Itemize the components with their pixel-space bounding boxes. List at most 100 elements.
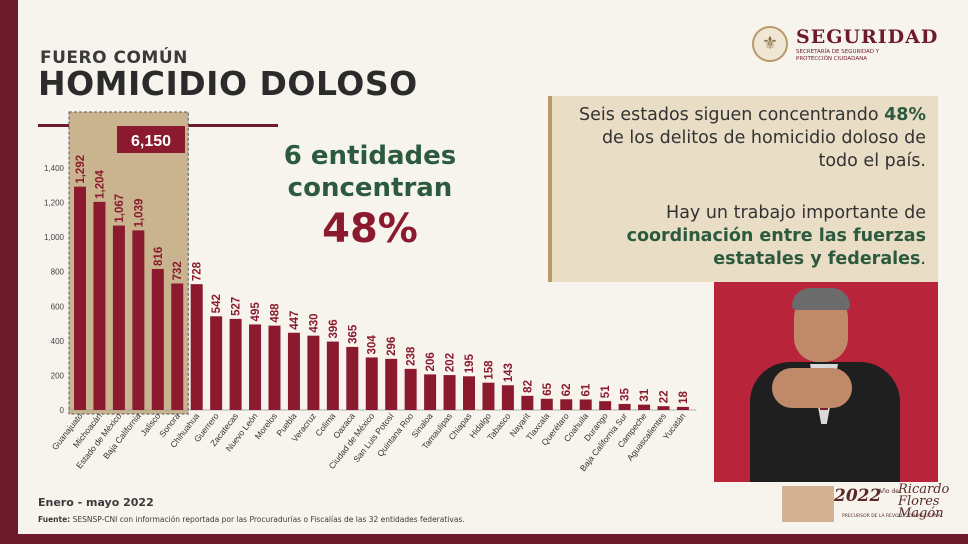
data-label: 816 [153, 247, 165, 266]
data-label: 542 [211, 294, 223, 313]
bar [190, 284, 203, 410]
data-label: 61 [581, 383, 593, 396]
page-title: HOMICIDIO DOLOSO [38, 64, 418, 103]
data-label: 732 [172, 261, 184, 280]
y-tick-label: 0 [60, 406, 65, 415]
flores-name: Ricardo Flores Magón [898, 482, 950, 521]
data-label: 238 [406, 346, 418, 366]
info-box: Seis estados siguen concentrando 48% de … [548, 96, 938, 282]
info-paragraph-2: Hay un trabajo importante de coordinació… [626, 203, 926, 269]
data-label: 206 [425, 352, 437, 371]
highlight-text: 6 entidades concentran 48% [250, 140, 490, 254]
data-label: 1,204 [94, 169, 106, 198]
y-tick-label: 1,000 [44, 233, 65, 242]
flores-magon-logo: 2022 Año de Ricardo Flores Magón PRECURS… [782, 483, 949, 530]
data-label: 22 [659, 390, 671, 403]
bar [249, 324, 262, 410]
bar [560, 399, 573, 410]
y-tick-label: 800 [51, 268, 65, 277]
y-tick-label: 200 [51, 371, 65, 380]
bottom-accent-bar [0, 534, 968, 544]
data-label: 728 [192, 261, 204, 281]
highlight-total-badge [117, 126, 185, 153]
highlight-line2: concentran [287, 173, 453, 203]
left-accent-bar [0, 0, 18, 544]
bar [482, 382, 495, 410]
data-label: 365 [347, 324, 359, 344]
data-label: 430 [308, 313, 320, 332]
bar [93, 201, 106, 410]
data-label: 65 [542, 382, 554, 395]
data-label: 82 [522, 380, 534, 393]
data-label: 35 [620, 388, 632, 401]
bar [346, 346, 359, 410]
bar [463, 376, 475, 410]
y-tick-label: 600 [51, 302, 65, 311]
data-label: 158 [483, 360, 495, 380]
data-label: 18 [678, 390, 690, 403]
y-tick-label: 1,400 [44, 164, 65, 173]
data-label: 1,292 [75, 155, 87, 184]
bar [579, 399, 592, 410]
bar [365, 357, 378, 410]
bar [229, 318, 242, 410]
seguridad-logo: ⚜ SEGURIDAD SECRETARÍA DE SEGURIDAD Y PR… [752, 26, 942, 66]
bar [424, 374, 437, 410]
data-label: 488 [270, 303, 282, 323]
data-label: 51 [600, 385, 612, 398]
bar [171, 283, 184, 410]
bar [268, 325, 281, 410]
bar [521, 395, 534, 410]
data-label: 527 [231, 297, 243, 316]
data-label: 202 [445, 353, 457, 372]
bar [132, 230, 145, 410]
logo-subtitle: SECRETARÍA DE SEGURIDAD Y PROTECCIÓN CIU… [796, 49, 880, 62]
data-label: 296 [386, 337, 398, 356]
y-tick-label: 400 [51, 337, 65, 346]
bar [638, 404, 651, 410]
data-label: 447 [289, 311, 301, 330]
eagle-seal-icon: ⚜ [752, 26, 788, 62]
anio-label: Año de [878, 488, 899, 495]
bar [112, 225, 125, 410]
data-label: 1,067 [114, 194, 126, 223]
highlight-percent: 48% [322, 206, 418, 252]
bar [618, 403, 631, 410]
bar [287, 332, 300, 410]
bar [307, 335, 320, 410]
highlight-box [68, 111, 189, 415]
data-label: 31 [639, 388, 651, 401]
kicker: FUERO COMÚN [40, 48, 188, 68]
highlight-line1: 6 entidades [283, 141, 457, 171]
bar [676, 406, 689, 410]
year-label: 2022 [834, 486, 882, 506]
bar [599, 401, 612, 410]
data-label: 304 [367, 335, 379, 355]
data-label: 195 [464, 354, 476, 374]
bar [151, 268, 164, 410]
period-label: Enero - mayo 2022 [38, 496, 154, 509]
bar [74, 186, 86, 410]
source-note: Fuente: SESNSP-CNI con información repor… [38, 515, 465, 524]
highlight-total-label: 6,150 [131, 133, 171, 150]
bar [657, 406, 670, 410]
bar [385, 358, 398, 410]
flores-tagline: PRECURSOR DE LA REVOLUCIÓN MEXICANA [842, 514, 941, 519]
bar [404, 368, 417, 410]
bar [501, 385, 514, 410]
data-label: 143 [503, 363, 515, 382]
bar [326, 341, 339, 410]
sign-language-interpreter-video [714, 282, 938, 482]
info-paragraph-1: Seis estados siguen concentrando 48% de … [578, 105, 926, 171]
bar [210, 316, 223, 410]
data-label: 62 [561, 383, 573, 396]
bar [443, 375, 456, 410]
data-label: 1,039 [133, 199, 145, 228]
logo-brand: SEGURIDAD [796, 26, 939, 48]
data-label: 396 [328, 319, 340, 338]
data-label: 495 [250, 302, 262, 322]
bar [540, 398, 553, 410]
y-tick-label: 1,200 [44, 199, 65, 208]
portrait-image [782, 486, 834, 522]
